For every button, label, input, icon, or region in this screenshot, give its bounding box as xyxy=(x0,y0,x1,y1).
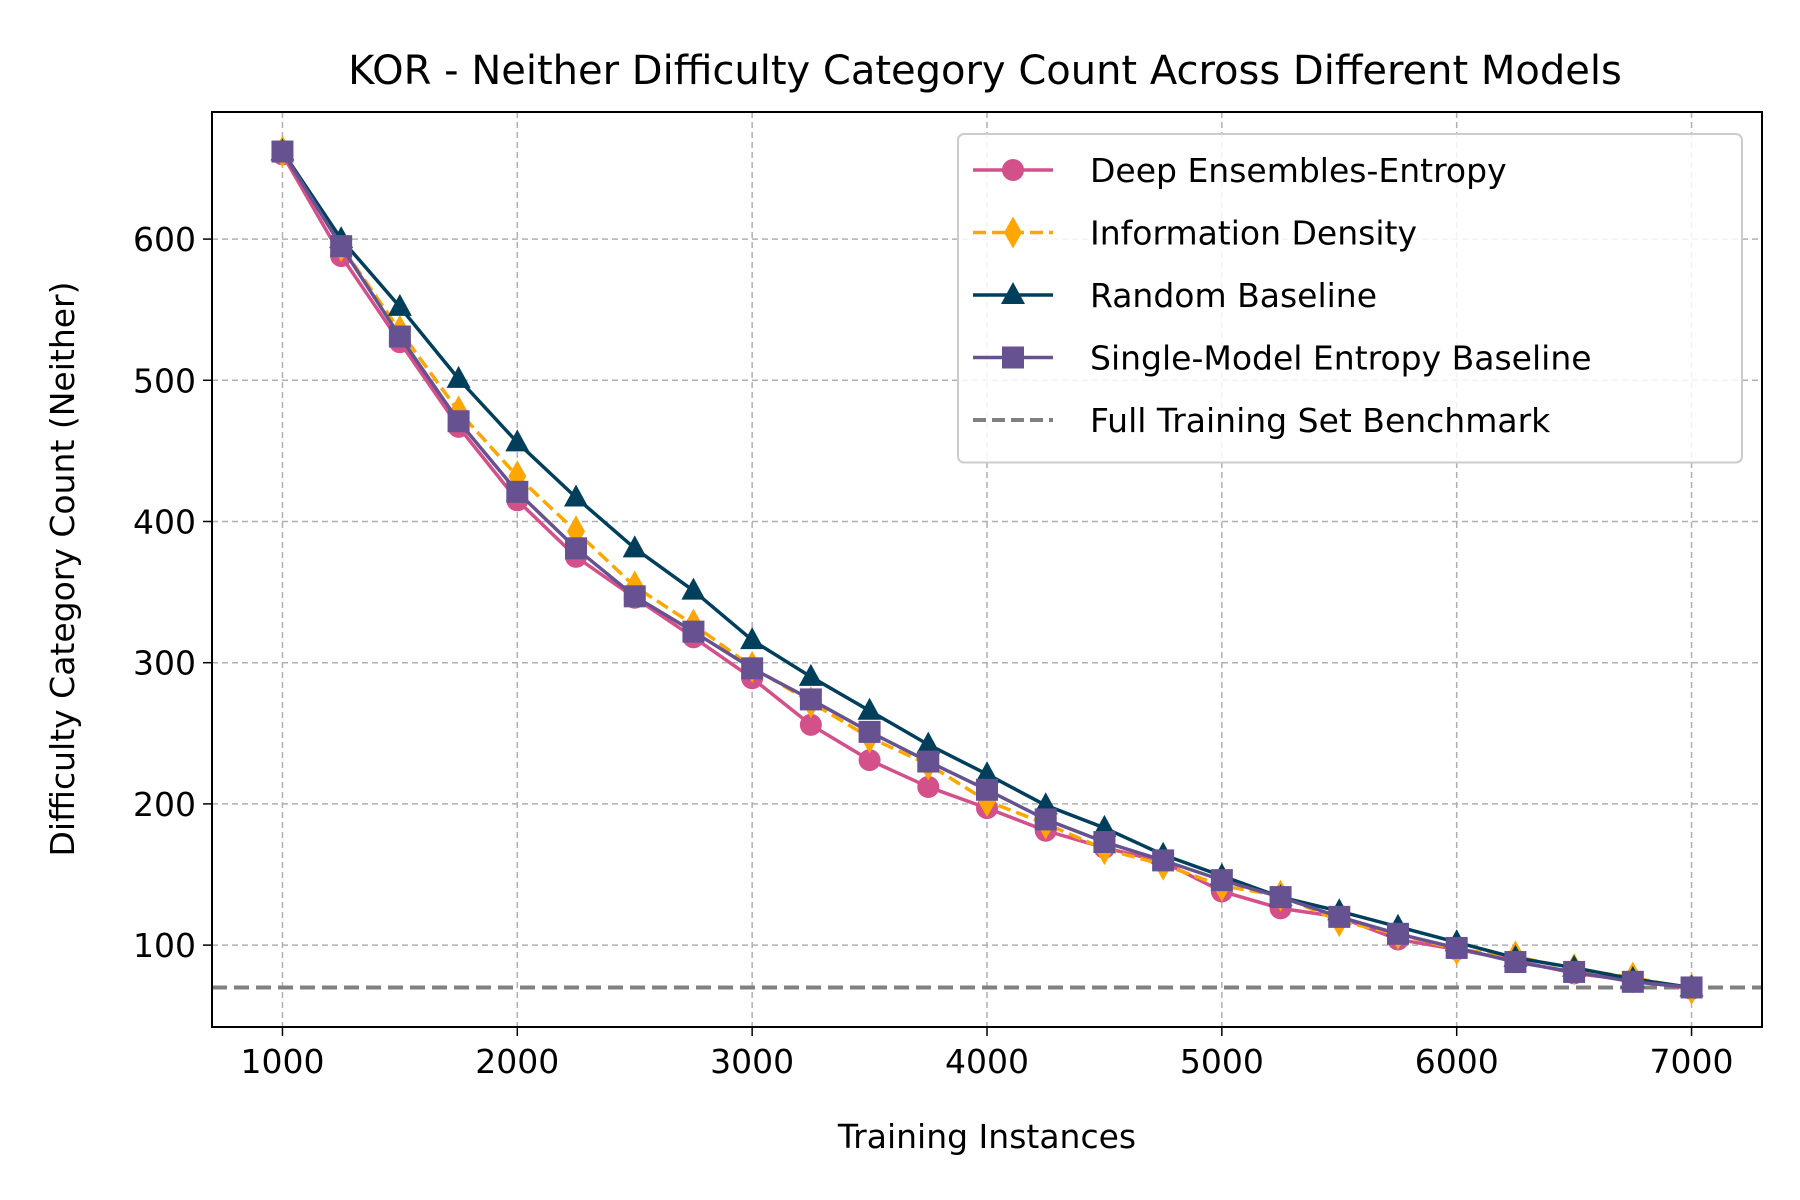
single-model-entropy-baseline-point xyxy=(799,688,822,711)
single-model-entropy-baseline-point xyxy=(858,720,881,743)
x-tick-label: 3000 xyxy=(710,1042,794,1081)
legend: Deep Ensembles-Entropy Information Densit… xyxy=(957,133,1743,464)
single-model-entropy-baseline-point xyxy=(1621,970,1644,993)
random-baseline-point xyxy=(857,697,882,720)
single-model-entropy-baseline-point xyxy=(1034,808,1057,831)
legend-marker xyxy=(1001,282,1025,304)
legend-label: Information Density xyxy=(1090,214,1417,253)
random-baseline-point xyxy=(916,731,941,754)
legend-marker xyxy=(1002,346,1024,369)
single-model-entropy-baseline-point xyxy=(741,657,764,680)
single-model-entropy-baseline-point xyxy=(1504,951,1527,974)
single-model-entropy-baseline-series xyxy=(271,140,1703,999)
y-axis-label: Difficulty Category Count (Neither) xyxy=(43,281,82,856)
single-model-entropy-baseline-point xyxy=(623,585,646,608)
single-model-entropy-baseline-point xyxy=(1445,936,1468,959)
single-model-entropy-baseline-point xyxy=(506,480,529,503)
y-tick-label: 400 xyxy=(133,502,196,541)
deep-ensembles-entropy-point xyxy=(917,775,940,798)
single-model-entropy-baseline-point xyxy=(271,140,294,163)
random-baseline-point xyxy=(505,429,530,452)
x-axis-label: Training Instances xyxy=(837,1117,1136,1156)
single-model-entropy-baseline-point xyxy=(682,620,705,643)
random-baseline-point xyxy=(564,484,589,507)
y-tick-label: 500 xyxy=(133,361,196,400)
random-baseline-point xyxy=(446,365,471,388)
single-model-entropy-baseline-point xyxy=(1210,869,1233,892)
single-model-entropy-baseline-point xyxy=(447,410,470,433)
random-baseline-point xyxy=(681,577,706,600)
x-tick-label: 2000 xyxy=(475,1042,559,1081)
single-model-entropy-baseline-point xyxy=(1269,886,1292,909)
random-baseline-point xyxy=(740,627,765,650)
legend-box xyxy=(957,133,1743,464)
legend-label: Deep Ensembles-Entropy xyxy=(1090,151,1507,190)
ticks: 1000 2000 3000 4000 5000 6000 7000 100 200 300 400… xyxy=(133,220,1734,1081)
random-baseline-point xyxy=(622,535,647,558)
legend-label: Single-Model Entropy Baseline xyxy=(1090,339,1592,378)
y-tick-label: 300 xyxy=(133,644,196,683)
random-baseline-point xyxy=(975,761,999,784)
legend-marker xyxy=(1002,159,1024,181)
y-tick-label: 100 xyxy=(133,926,196,965)
deep-ensembles-entropy-point xyxy=(799,713,822,736)
series-layer xyxy=(270,135,1704,1005)
single-model-entropy-baseline-point xyxy=(388,325,411,348)
chart-title: KOR - Neither Difficulty Category Count … xyxy=(348,48,1622,94)
legend-label: Full Training Set Benchmark xyxy=(1090,401,1551,440)
y-tick-label: 200 xyxy=(133,785,196,824)
single-model-entropy-baseline-point xyxy=(565,537,588,560)
single-model-entropy-baseline-point xyxy=(976,778,998,801)
x-tick-label: 5000 xyxy=(1180,1042,1264,1081)
single-model-entropy-baseline-point xyxy=(1680,976,1703,999)
x-tick-label: 7000 xyxy=(1650,1042,1734,1081)
single-model-entropy-baseline-point xyxy=(917,750,940,773)
random-baseline-point xyxy=(387,293,412,316)
single-model-entropy-baseline-point xyxy=(1152,849,1175,872)
random-baseline-point xyxy=(798,663,823,686)
single-model-entropy-baseline-point xyxy=(1386,922,1409,945)
deep-ensembles-entropy-point xyxy=(858,749,881,772)
single-model-entropy-baseline-point xyxy=(330,235,353,258)
single-model-entropy-baseline-point xyxy=(1328,905,1351,928)
x-tick-label: 4000 xyxy=(945,1042,1029,1081)
single-model-entropy-baseline-point xyxy=(1563,960,1586,983)
x-tick-label: 6000 xyxy=(1415,1042,1499,1081)
x-tick-label: 1000 xyxy=(240,1042,324,1081)
single-model-entropy-baseline-point xyxy=(1093,831,1116,854)
legend-marker xyxy=(1004,216,1022,249)
legend-label: Random Baseline xyxy=(1090,276,1377,315)
y-tick-label: 600 xyxy=(133,220,196,259)
